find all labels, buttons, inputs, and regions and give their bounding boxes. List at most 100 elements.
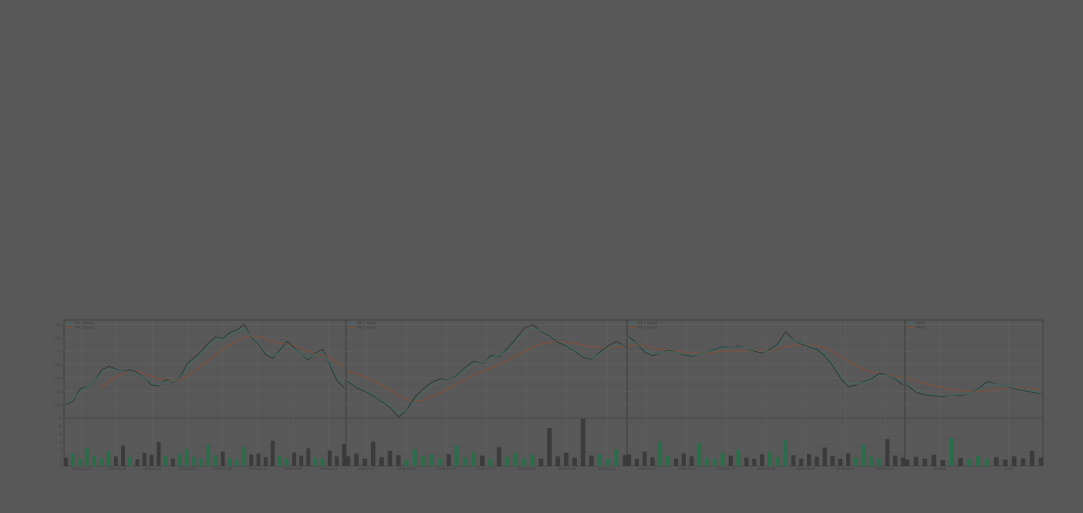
date-tick-label: 2018-02-01 (249, 467, 268, 471)
volume-bar (412, 449, 418, 466)
volume-bar (885, 439, 890, 466)
date-tick-label: 12/18 (1004, 467, 1013, 471)
volume-bar (877, 458, 882, 466)
volume-bar (1029, 450, 1035, 466)
price-panel-frame (904, 319, 1044, 419)
volume-bar (142, 452, 147, 466)
volume-bar (767, 452, 773, 466)
volume-bar (589, 455, 594, 466)
volume-bar (994, 457, 999, 466)
date-tick-label: 2018-05-19 (717, 467, 736, 471)
volume-bar (572, 457, 577, 466)
ma-long-line (347, 341, 626, 402)
ma-short-line (347, 327, 626, 414)
ma-short-line (628, 336, 904, 385)
volume-bar (658, 441, 663, 466)
volume-bar (471, 452, 477, 466)
volume-bar (285, 458, 289, 466)
volume-bar (149, 454, 154, 466)
volume-bar (71, 453, 76, 466)
volume-bar (580, 418, 586, 466)
volume-bar (904, 459, 910, 466)
volume-bar (342, 443, 346, 466)
volume-bar (121, 445, 125, 466)
volume-bar (242, 446, 247, 466)
legend-entry: MA 2 (days) (75, 326, 94, 330)
volume-bar (564, 452, 569, 466)
volume-bar (681, 453, 686, 466)
volume-bar (697, 443, 702, 466)
volume-bar (345, 456, 351, 466)
date-tick-label: 2018-03-08 (397, 467, 416, 471)
volume-bar (92, 455, 97, 466)
ma-long-line (628, 344, 904, 379)
date-tick-label: 2018-05-01 (638, 467, 657, 471)
volume-bar (178, 454, 182, 466)
volume-bar (480, 455, 485, 466)
volume-bar (626, 454, 632, 466)
legend-entry: MA 1 (days) (357, 321, 376, 325)
volume-bar (78, 458, 83, 466)
date-tick-label: 2018-05-10 (677, 467, 696, 471)
date-tick-label: 2018-05-28 (757, 467, 776, 471)
date-tick-label: 2018-04-12 (598, 467, 617, 471)
ma-long-line (101, 335, 345, 389)
volume-bar (853, 458, 859, 466)
volume-bar (1038, 457, 1044, 466)
volume-bar (446, 454, 451, 466)
volume-bar (922, 458, 928, 466)
volume-bar (421, 456, 426, 466)
volume-bar (791, 455, 796, 466)
volume-bar (673, 458, 679, 466)
volume-tick-label: 12 (58, 417, 62, 421)
volume-bar (463, 457, 468, 466)
volume-bar (213, 455, 218, 466)
volume-bar (313, 457, 318, 466)
volume-bar (720, 452, 726, 466)
volume-bar (967, 459, 972, 466)
date-tick-label: 2018-04-05 (558, 467, 577, 471)
volume-bar (830, 456, 835, 466)
ma-short-line (65, 327, 345, 404)
volume-bar (429, 454, 435, 466)
date-tick-label: 2018/08 (933, 467, 946, 471)
volume-bar (85, 448, 90, 466)
price-tick-label: 28.5 (55, 336, 62, 340)
volume-bar (488, 459, 493, 466)
volume-bar (320, 458, 325, 466)
volume-bar (736, 450, 741, 466)
volume-bar (404, 459, 409, 466)
date-tick-label: 2018-03-29 (517, 467, 536, 471)
volume-bar (650, 457, 655, 466)
volume-bar (634, 458, 639, 466)
volume-bar (538, 458, 544, 466)
price-tick-label: 22.5 (55, 390, 62, 394)
volume-bar (642, 451, 647, 466)
legend-entry: MA(d) (916, 326, 925, 330)
price-line (65, 324, 345, 406)
volume-tick-label: 6 (60, 441, 62, 445)
volume-bar (277, 456, 282, 466)
volume-bar (128, 457, 133, 466)
volume-bar (362, 458, 368, 466)
price-tick-label: 25.5 (55, 363, 62, 367)
date-tick-label: 2018-06-24 (876, 467, 895, 471)
date-tick-label: 2018-01-08 (108, 467, 127, 471)
volume-bar (822, 447, 827, 466)
price-tick-label: 30.0 (55, 323, 62, 327)
volume-bar (206, 444, 211, 466)
volume-bar (530, 454, 535, 466)
price-tick-label: 27.0 (55, 350, 62, 354)
volume-tick-label: 0 (60, 465, 62, 469)
volume-bar (370, 441, 376, 466)
volume-bar (454, 446, 460, 466)
volume-bar (396, 455, 401, 466)
volume-bar (958, 458, 963, 466)
volume-bar (799, 458, 804, 466)
volume-bar (806, 454, 812, 466)
volume-bar (505, 456, 510, 466)
volume-bar (940, 460, 946, 466)
volume-bar (387, 450, 393, 466)
volume-bar (299, 455, 304, 466)
